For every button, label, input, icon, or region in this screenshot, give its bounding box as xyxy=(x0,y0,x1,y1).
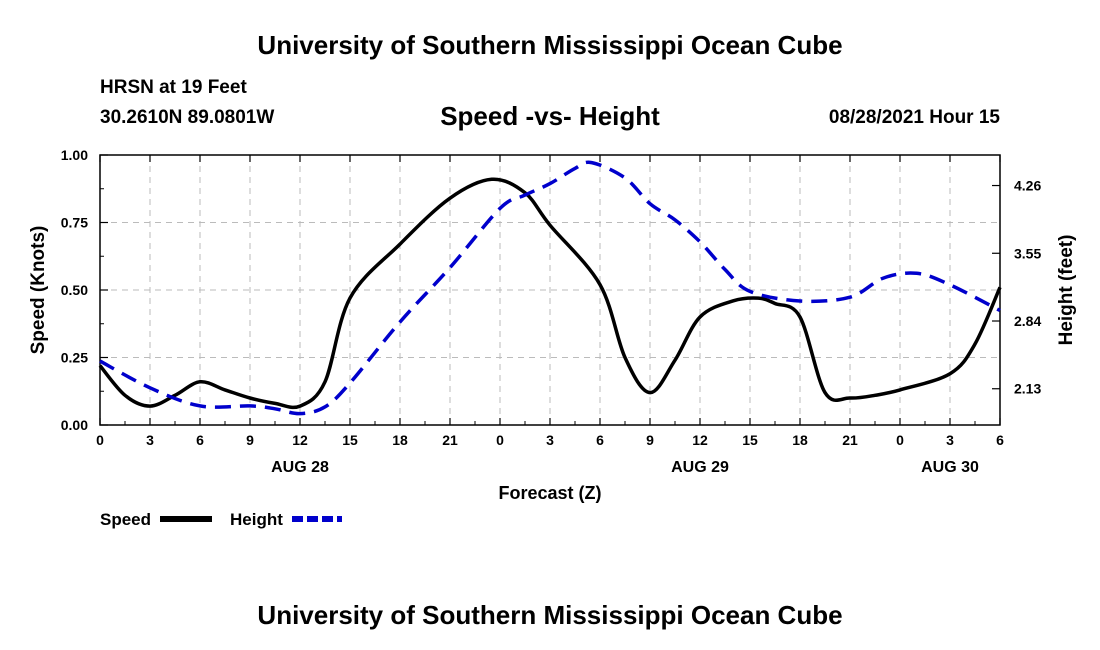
x-tick-label: 15 xyxy=(342,432,358,448)
x-tick-label: 3 xyxy=(546,432,554,448)
y2-tick-label: 2.13 xyxy=(1014,381,1041,397)
axis-labels: 0 3 6 9 12 15 18 21 0 3 6 9 12 15 18 21 0 3 6 0.00 0.25 0.50 0… xyxy=(28,147,1077,503)
date-label: AUG 29 xyxy=(671,459,729,476)
y-tick-label: 0.75 xyxy=(61,215,88,231)
x-tick-label: 12 xyxy=(292,432,308,448)
series-line-height xyxy=(99,160,1001,416)
x-tick-label: 0 xyxy=(496,432,504,448)
y-tick-label: 1.00 xyxy=(61,147,88,163)
x-tick-label: 3 xyxy=(146,432,154,448)
x-tick-label: 9 xyxy=(646,432,654,448)
x-tick-label: 6 xyxy=(996,432,1004,448)
date-label: AUG 30 xyxy=(921,459,979,476)
series-line-speed xyxy=(98,177,1002,410)
y-axis-title: Speed (Knots) xyxy=(28,226,49,355)
forecast-datetime: 08/28/2021 Hour 15 xyxy=(828,107,1000,128)
bottom-title: University of Southern Mississippi Ocean… xyxy=(257,600,843,630)
x-tick-label: 21 xyxy=(842,432,858,448)
x-tick-label: 6 xyxy=(596,432,604,448)
legend-label-speed: Speed xyxy=(100,510,151,529)
y-tick-label: 0.25 xyxy=(61,350,88,366)
x-tick-label: 12 xyxy=(692,432,708,448)
x-tick-label: 18 xyxy=(792,432,808,448)
legend-label-height: Height xyxy=(230,510,283,529)
top-title: University of Southern Mississippi Ocean… xyxy=(257,30,843,60)
axis-ticks xyxy=(99,154,1001,426)
x-tick-label: 9 xyxy=(246,432,254,448)
y2-axis-title: Height (feet) xyxy=(1056,235,1077,346)
y-tick-label: 0.50 xyxy=(61,282,88,298)
x-tick-label: 18 xyxy=(392,432,408,448)
y2-tick-label: 4.26 xyxy=(1014,178,1041,194)
x-tick-label: 0 xyxy=(96,432,104,448)
x-tick-label: 15 xyxy=(742,432,758,448)
series xyxy=(98,160,1002,416)
chart-subtitle: Speed -vs- Height xyxy=(440,101,660,131)
x-tick-label: 0 xyxy=(896,432,904,448)
y2-tick-label: 3.55 xyxy=(1014,245,1041,261)
x-axis-title: Forecast (Z) xyxy=(498,483,601,503)
x-tick-label: 3 xyxy=(946,432,954,448)
station-name: HRSN at 19 Feet xyxy=(100,77,247,98)
legend: Speed Height xyxy=(100,510,342,529)
station-coordinates: 30.2610N 89.0801W xyxy=(100,107,275,128)
date-label: AUG 28 xyxy=(271,459,329,476)
x-tick-label: 21 xyxy=(442,432,458,448)
x-tick-label: 6 xyxy=(196,432,204,448)
y2-tick-label: 2.84 xyxy=(1014,313,1041,329)
grid xyxy=(100,155,1000,425)
y-tick-label: 0.00 xyxy=(61,417,88,433)
